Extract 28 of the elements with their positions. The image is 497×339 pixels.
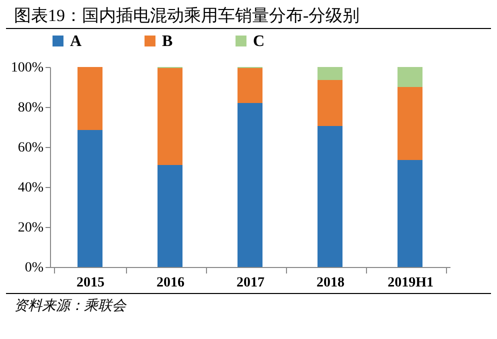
text: 资料来源：乘联会	[6, 293, 491, 318]
bar	[318, 67, 342, 80]
bar	[318, 80, 342, 126]
chart-title: 图表19：国内插电混动乘用车销量分布-分级别	[6, 0, 491, 29]
bar	[158, 68, 182, 165]
x-tick-label: 2016	[156, 276, 184, 290]
y-tick-label: 60%	[18, 140, 44, 156]
bar	[238, 103, 262, 267]
y-tick-label: 80%	[18, 100, 44, 116]
y-tick-label: 40%	[18, 180, 44, 196]
bar	[318, 126, 342, 267]
bar	[158, 165, 182, 267]
legend-label: A	[70, 33, 82, 50]
bar	[398, 87, 422, 160]
legend-label: C	[253, 33, 265, 50]
bar	[398, 160, 422, 267]
bar	[78, 67, 102, 130]
bar	[78, 130, 102, 267]
bar	[238, 68, 262, 103]
y-tick-label: 20%	[18, 220, 44, 236]
x-tick-label: 2019H1	[388, 276, 434, 290]
x-tick-label: 2015	[76, 276, 104, 290]
bar	[398, 67, 422, 87]
y-tick-label: 100%	[10, 60, 44, 76]
x-tick-label: 2018	[316, 276, 344, 290]
legend-label: B	[162, 33, 173, 50]
x-tick-label: 2017	[236, 276, 264, 290]
y-tick-label: 0%	[24, 260, 44, 276]
